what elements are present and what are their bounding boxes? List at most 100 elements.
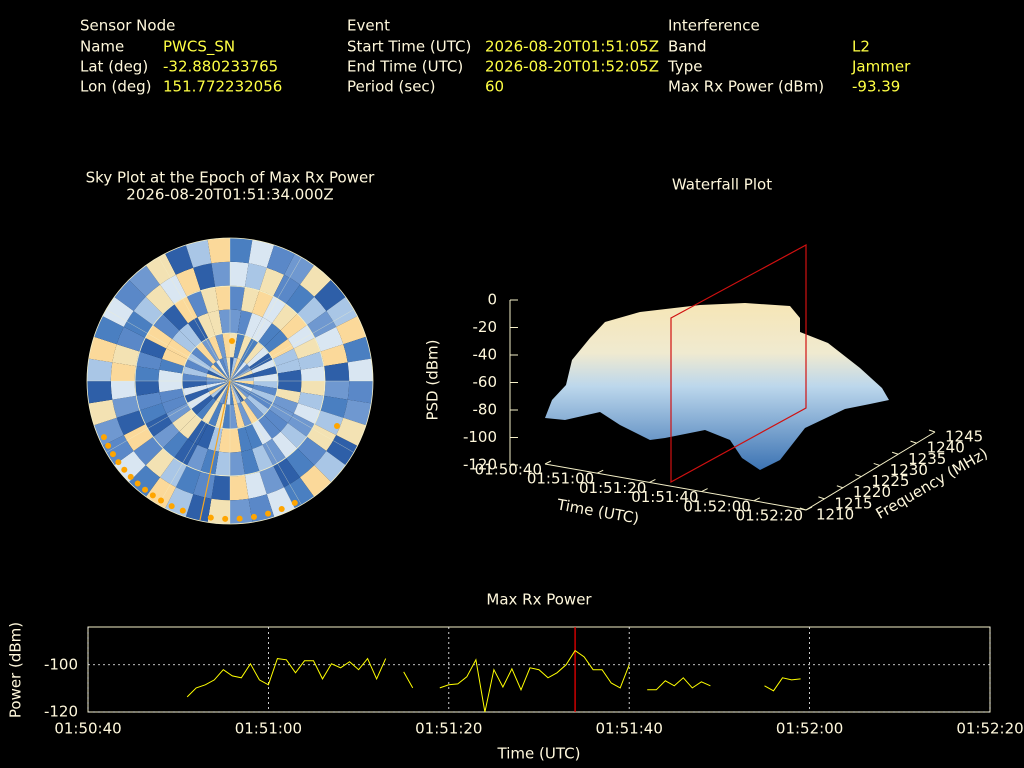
- y-tick-label: 1240: [927, 439, 965, 457]
- sky-cell: [110, 381, 136, 400]
- sky-cell: [251, 419, 272, 445]
- x-axis-label: Time (UTC): [497, 745, 581, 763]
- sky-cell: [249, 353, 273, 371]
- sky-cell: [116, 326, 146, 352]
- sky-cell: [179, 414, 202, 439]
- sky-cell: [230, 475, 249, 501]
- sky-cell: [320, 344, 348, 367]
- sky-cell: [230, 381, 234, 405]
- sky-cell: [222, 357, 230, 381]
- sky-cell: [188, 419, 209, 445]
- sky-cell: [246, 347, 269, 367]
- sky-cell: [175, 465, 201, 495]
- sky-cell: [307, 424, 337, 451]
- sky-cell: [216, 359, 230, 381]
- field-value: PWCS_SN: [163, 38, 235, 57]
- y-tick-label: 1215: [834, 494, 872, 512]
- sky-cell: [263, 409, 288, 432]
- sky-cell: [252, 366, 278, 378]
- y-tick-label: 1230: [890, 461, 928, 479]
- sky-cell: [206, 381, 230, 385]
- sky-cell: [233, 333, 245, 359]
- sky-cell: [116, 410, 146, 436]
- sky-cell: [213, 361, 230, 381]
- sky-cell: [297, 437, 327, 466]
- satellite: [134, 480, 141, 487]
- sky-cell: [208, 367, 230, 381]
- sky-cell: [324, 362, 350, 381]
- field-label: Period (sec): [347, 78, 436, 96]
- sky-cell: [297, 296, 327, 325]
- sky-cell: [298, 351, 325, 370]
- x-tick-label: 01:52:00: [776, 720, 843, 738]
- sky-cell: [208, 381, 230, 395]
- sky-cell: [266, 487, 295, 517]
- sky-cell: [272, 431, 298, 459]
- sky-cell: [273, 458, 300, 488]
- sky-cell: [175, 267, 201, 297]
- sky-cell: [215, 285, 230, 311]
- sky-cell: [253, 373, 278, 381]
- sky-cell: [134, 366, 160, 381]
- sky-cell: [277, 381, 302, 393]
- y-tick-label: -120: [44, 703, 78, 721]
- sky-cell: [208, 335, 223, 360]
- sky-cell: [179, 323, 202, 348]
- x-tick-label: 01:51:00: [235, 720, 302, 738]
- sky-cell: [251, 359, 276, 374]
- sky-cell: [162, 303, 188, 331]
- sky-cell: [222, 404, 230, 429]
- sky-cell: [253, 381, 278, 389]
- waterfall-plot: Waterfall Plot 0 -20 -40 -60 -80 -100 -120 PSD (…: [424, 176, 991, 528]
- sky-cell: [215, 451, 230, 477]
- x-tick-label: 01:50:40: [475, 461, 542, 479]
- satellite: [250, 513, 257, 520]
- sky-cell: [197, 423, 216, 449]
- sky-cell: [241, 449, 260, 476]
- sky-cell: [186, 444, 208, 472]
- sky-cell: [287, 325, 315, 349]
- sky-cell: [230, 428, 242, 453]
- sky-cell: [206, 381, 230, 389]
- sky-cell: [268, 339, 294, 360]
- sky-cell: [252, 384, 278, 396]
- sky-cell: [252, 290, 274, 318]
- z-tick-label: -60: [473, 373, 498, 391]
- sky-cell: [230, 357, 234, 381]
- sky-cell: [210, 381, 230, 398]
- x-tick: [649, 478, 656, 483]
- sky-spoke: [158, 257, 231, 382]
- sky-cell: [160, 458, 187, 488]
- sky-cell: [286, 284, 315, 314]
- epoch-plane: [670, 243, 807, 484]
- sky-spoke: [229, 380, 302, 505]
- sky-cell: [326, 296, 358, 327]
- sky-cell: [230, 357, 238, 381]
- field-label: Start Time (UTC): [347, 38, 471, 56]
- x-tick-label: 01:51:20: [579, 479, 646, 497]
- sky-cell: [187, 391, 211, 409]
- sky-cell: [172, 330, 197, 353]
- sky-cell: [207, 370, 230, 381]
- sky-cell: [182, 381, 207, 389]
- sky-cell: [215, 333, 227, 359]
- sky-cell: [135, 392, 162, 411]
- sky-cell: [133, 296, 163, 325]
- sky-cell: [230, 238, 253, 264]
- x-axis-label: Time (UTC): [555, 495, 641, 527]
- sky-cell: [230, 367, 252, 381]
- sky-cell: [213, 381, 230, 401]
- field-value: L2: [852, 38, 870, 56]
- sky-cell: [241, 286, 260, 313]
- field-value: -93.39: [852, 78, 900, 96]
- x-tick-label: 01:51:40: [596, 720, 663, 738]
- chart-title: Waterfall Plot: [672, 176, 772, 194]
- x-tick-label: 01:52:00: [683, 497, 750, 515]
- sky-cell: [307, 311, 337, 338]
- sky-cell: [196, 397, 216, 420]
- sky-cell: [272, 303, 298, 331]
- sky-spoke: [229, 309, 354, 382]
- z-tick-label: -40: [473, 346, 498, 364]
- y-tick-label: 1225: [871, 472, 909, 490]
